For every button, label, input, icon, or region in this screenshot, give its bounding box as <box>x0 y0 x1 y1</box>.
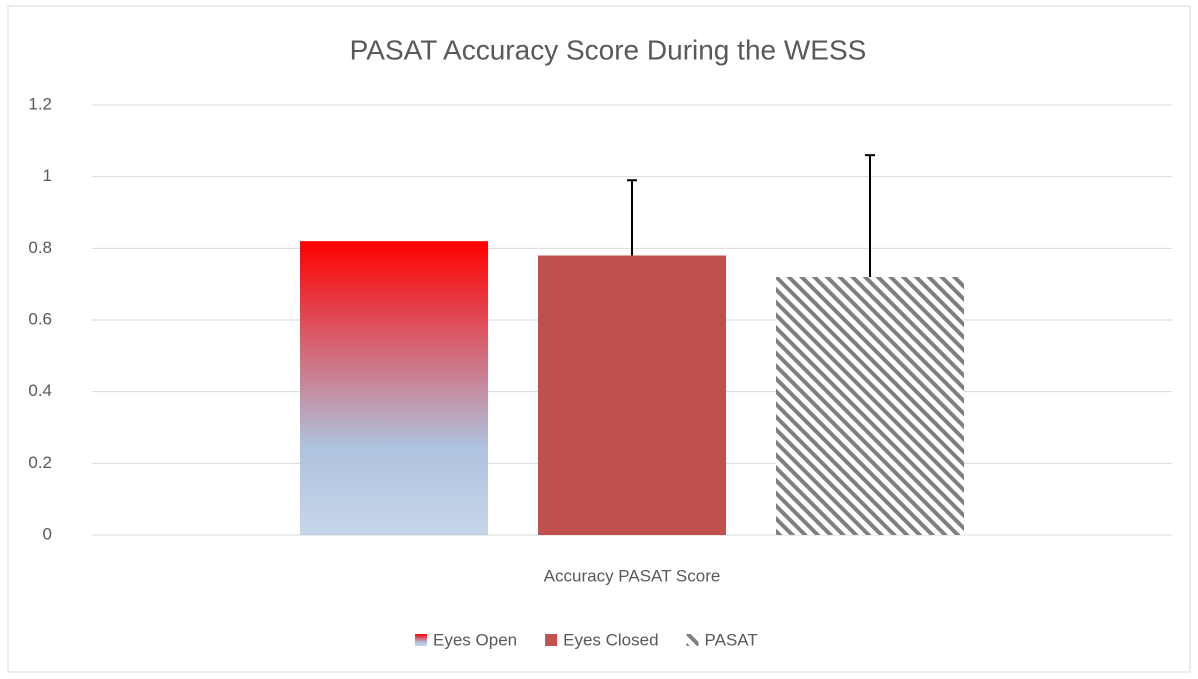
y-tick-label: 0.2 <box>28 453 52 472</box>
y-tick-label: 0.4 <box>28 381 52 400</box>
error-bar <box>627 179 637 256</box>
legend-label: Eyes Closed <box>563 630 658 649</box>
x-tick-label: Accuracy PASAT Score <box>544 566 721 585</box>
legend-swatch <box>686 634 699 646</box>
y-tick-label: 0.6 <box>28 309 52 328</box>
legend-label: PASAT <box>705 630 758 649</box>
chart-title: PASAT Accuracy Score During the WESS <box>350 34 867 65</box>
bar <box>300 241 488 535</box>
y-tick-label: 0 <box>43 524 52 543</box>
legend-swatch <box>545 634 558 646</box>
bar <box>776 277 964 535</box>
y-tick-label: 0.8 <box>28 238 52 257</box>
bar <box>538 255 726 535</box>
error-bar <box>865 154 875 277</box>
legend-label: Eyes Open <box>433 630 517 649</box>
y-tick-label: 1.2 <box>28 94 52 113</box>
y-tick-label: 1 <box>43 166 52 185</box>
legend-swatch <box>415 634 427 646</box>
